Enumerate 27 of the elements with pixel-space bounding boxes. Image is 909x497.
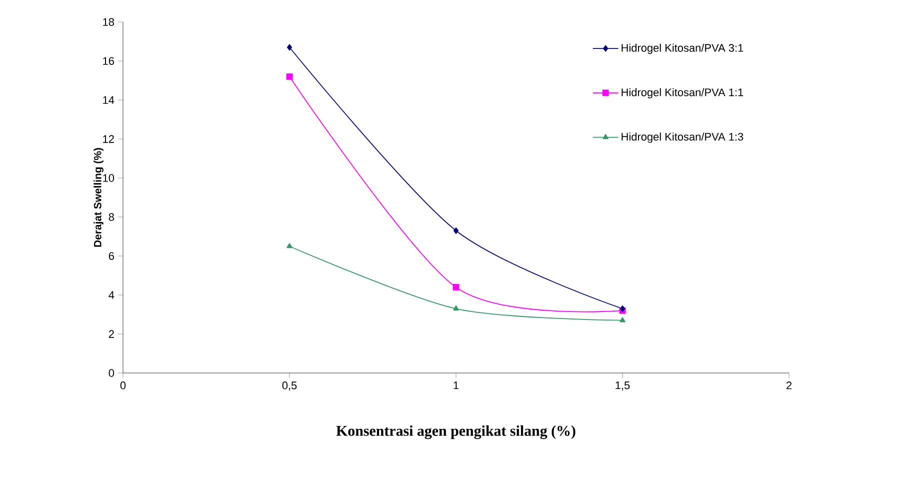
y-tick-label: 10 xyxy=(103,174,114,182)
y-tick-label: 8 xyxy=(108,213,114,221)
point xyxy=(286,243,292,248)
x-axis-title: Konsentrasi agen pengikat silang (%) xyxy=(336,425,576,440)
legend-label: Hidrogel Kitosan/PVA 1:1 xyxy=(622,88,744,98)
y-tick-label: 0 xyxy=(108,369,114,377)
legend-label: Hidrogel Kitosan/PVA 1:3 xyxy=(622,132,744,143)
y-tick-label: 12 xyxy=(103,135,114,143)
y-tick-label: 4 xyxy=(108,291,114,299)
x-tick-label: 1 xyxy=(454,382,459,390)
point xyxy=(286,44,292,51)
point xyxy=(453,305,459,310)
point xyxy=(620,317,626,322)
point xyxy=(452,284,460,290)
x-tick-label: 2 xyxy=(786,382,792,390)
legend-label: Hidrogel Kitosan/PVA 3:1 xyxy=(622,44,744,54)
x-tick-label: 0,5 xyxy=(282,382,297,391)
point xyxy=(286,73,293,80)
y-tick-label: 14 xyxy=(103,96,114,104)
y-tick-label: 2 xyxy=(108,330,114,338)
y-tick-label: 18 xyxy=(103,18,114,26)
y-axis-title: Derajat Swelling (%) xyxy=(94,148,104,247)
x-tick-label: 1,5 xyxy=(616,382,630,390)
x-tick-label: 0 xyxy=(120,382,126,390)
y-tick-label: 16 xyxy=(103,57,114,65)
point xyxy=(453,227,459,234)
y-tick-label: 6 xyxy=(108,252,114,260)
